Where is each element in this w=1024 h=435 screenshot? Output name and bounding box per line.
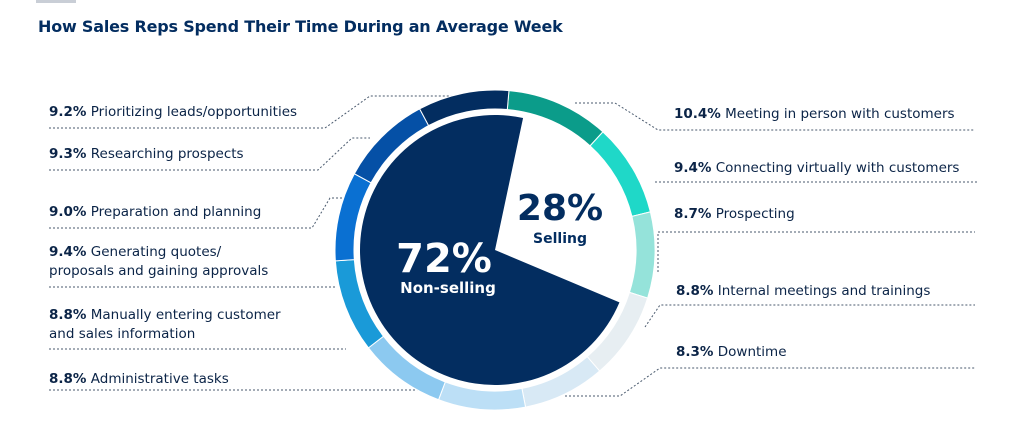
leader-meeting — [575, 102, 975, 131]
label-internal-meetings: 8.8% Internal meetings and trainings — [676, 283, 931, 299]
ring-slice-prospecting — [628, 211, 656, 299]
selling-label: Selling — [533, 231, 587, 247]
ring-slice-prioritizing-leads-opportunities — [418, 89, 510, 127]
top-accent-bar — [36, 0, 76, 3]
label-prioritizing: 9.2% Prioritizing leads/opportunities — [49, 104, 298, 120]
core-wedge-nonselling — [360, 115, 620, 386]
label-prospecting: 8.7% Prospecting — [674, 206, 795, 222]
core-wedge-selling — [495, 117, 631, 303]
leader-prospecting — [657, 231, 975, 272]
selling-percent: 28% — [517, 188, 603, 229]
donut-core — [360, 115, 631, 386]
leader-downtime — [565, 367, 975, 397]
label-connecting-virtually: 9.4% Connecting virtually with customers — [674, 160, 960, 176]
ring-slice-administrative-tasks — [437, 381, 527, 411]
chart-title: How Sales Reps Spend Their Time During a… — [38, 17, 563, 36]
donut-ring — [334, 89, 656, 411]
leader-prioritizing — [49, 95, 455, 129]
label-quotes: 9.4% Generating quotes/ proposals and ga… — [49, 244, 269, 279]
label-meeting-in-person: 10.4% Meeting in person with customers — [674, 106, 955, 122]
nonselling-label: Non-selling — [400, 279, 496, 297]
label-administrative: 8.8% Administrative tasks — [49, 371, 229, 387]
leader-internal — [644, 304, 975, 328]
leader-preparation — [49, 197, 345, 229]
label-manual-entry: 8.8% Manually entering customer and sale… — [49, 307, 281, 342]
leader-researching — [49, 137, 370, 171]
label-downtime: 8.3% Downtime — [676, 344, 787, 360]
label-preparation: 9.0% Preparation and planning — [49, 204, 262, 220]
leader-lines — [49, 95, 978, 397]
nonselling-percent: 72% — [396, 236, 492, 282]
label-researching: 9.3% Researching prospects — [49, 146, 244, 162]
